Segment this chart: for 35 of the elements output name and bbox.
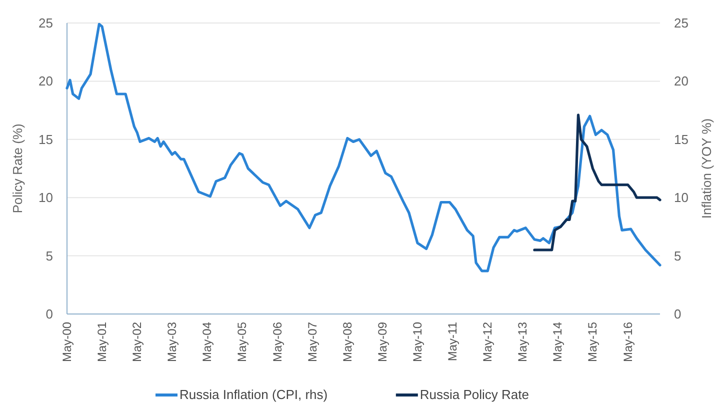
x-tick-label: May-06 [270,322,284,362]
x-tick-label: May-16 [620,322,635,362]
x-tick-label: May-08 [340,322,354,362]
y2-tick-label: 15 [674,132,688,147]
y2-tick-label: 25 [674,16,688,30]
x-tick-label: May-15 [586,322,600,362]
y-tick-label: 5 [46,248,53,264]
x-tick-label: May-04 [200,322,214,362]
y-axis-title: Policy Rate (%) [10,124,25,214]
y-tick-label: 10 [38,190,53,206]
line-series [66,22,662,272]
x-tick-label: May-07 [305,322,320,362]
y-tick-label: 15 [38,132,53,147]
legend-label: Russia Inflation (CPI, rhs) [180,387,328,402]
x-tick-label: May-02 [130,322,144,362]
x-tick-label: May-09 [375,322,390,362]
x-tick-label: May-11 [446,322,460,362]
x-tick-label: May-05 [235,322,250,362]
y2-tick-label: 5 [674,248,682,264]
x-tick-label: May-12 [480,322,495,362]
x-tick-label: May-03 [165,322,180,362]
y-tick-label: 20 [38,74,53,89]
legend-label: Russia Policy Rate [420,387,530,402]
x-tick-label: May-01 [95,322,110,362]
y2-tick-label: 20 [674,74,688,89]
x-tick-label: May-10 [410,322,424,362]
line-series [533,114,662,252]
x-tick-label: May-13 [516,322,530,362]
y-tick-label: 25 [38,16,53,30]
y2-axis-title: Inflation (YOY %) [699,118,714,219]
x-tick-label: May-14 [550,322,565,362]
y2-tick-label: 10 [674,190,688,206]
y2-tick-label: 0 [674,306,682,322]
y-tick-label: 0 [46,306,53,322]
x-tick-label: May-00 [60,322,74,362]
